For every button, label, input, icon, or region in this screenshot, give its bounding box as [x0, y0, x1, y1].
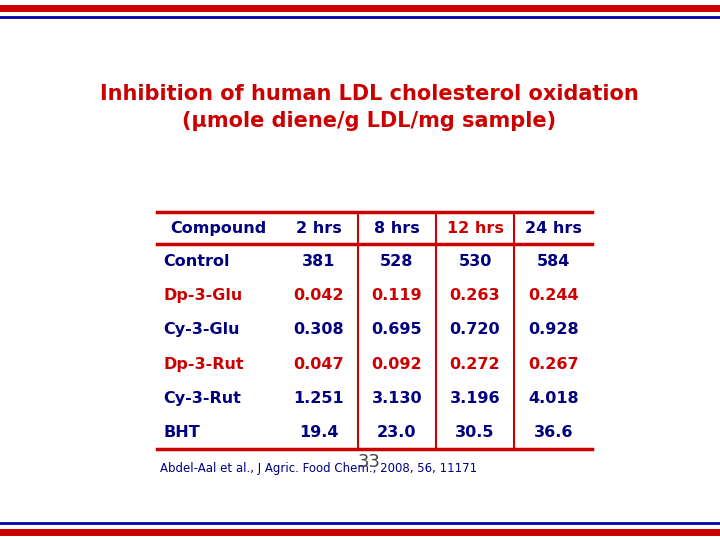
Text: 2 hrs: 2 hrs	[296, 221, 342, 236]
Text: 36.6: 36.6	[534, 425, 573, 440]
Text: 12 hrs: 12 hrs	[446, 221, 503, 236]
Text: Abdel-Aal et al., J Agric. Food Chem., 2008, 56, 11171: Abdel-Aal et al., J Agric. Food Chem., 2…	[160, 462, 477, 475]
Text: 30.5: 30.5	[455, 425, 495, 440]
Text: Compound: Compound	[170, 221, 266, 236]
Text: 528: 528	[380, 254, 413, 269]
Text: 1.251: 1.251	[294, 390, 344, 406]
Text: 0.263: 0.263	[450, 288, 500, 303]
Text: Cy-3-Glu: Cy-3-Glu	[163, 322, 240, 338]
Text: 584: 584	[536, 254, 570, 269]
Text: 8 hrs: 8 hrs	[374, 221, 420, 236]
Text: 0.092: 0.092	[372, 356, 422, 372]
Text: 0.042: 0.042	[294, 288, 344, 303]
Text: 0.119: 0.119	[372, 288, 422, 303]
Text: 530: 530	[459, 254, 492, 269]
Text: 3.130: 3.130	[372, 390, 422, 406]
Text: 4.018: 4.018	[528, 390, 578, 406]
Text: 24 hrs: 24 hrs	[525, 221, 582, 236]
Text: 0.047: 0.047	[294, 356, 344, 372]
Text: 0.267: 0.267	[528, 356, 578, 372]
Text: 23.0: 23.0	[377, 425, 417, 440]
Text: 19.4: 19.4	[299, 425, 338, 440]
Text: 0.272: 0.272	[450, 356, 500, 372]
Text: 0.308: 0.308	[294, 322, 344, 338]
Text: Control: Control	[163, 254, 230, 269]
Text: 0.244: 0.244	[528, 288, 578, 303]
Text: Dp-3-Glu: Dp-3-Glu	[163, 288, 243, 303]
Text: Cy-3-Rut: Cy-3-Rut	[163, 390, 241, 406]
Text: 3.196: 3.196	[450, 390, 500, 406]
Text: (μmole diene/g LDL/mg sample): (μmole diene/g LDL/mg sample)	[182, 111, 556, 131]
Text: Dp-3-Rut: Dp-3-Rut	[163, 356, 244, 372]
Text: 0.695: 0.695	[372, 322, 422, 338]
Text: Inhibition of human LDL cholesterol oxidation: Inhibition of human LDL cholesterol oxid…	[99, 84, 639, 104]
Text: 33: 33	[358, 453, 380, 471]
Text: 0.928: 0.928	[528, 322, 578, 338]
Text: BHT: BHT	[163, 425, 200, 440]
Text: 0.720: 0.720	[450, 322, 500, 338]
Text: 381: 381	[302, 254, 336, 269]
